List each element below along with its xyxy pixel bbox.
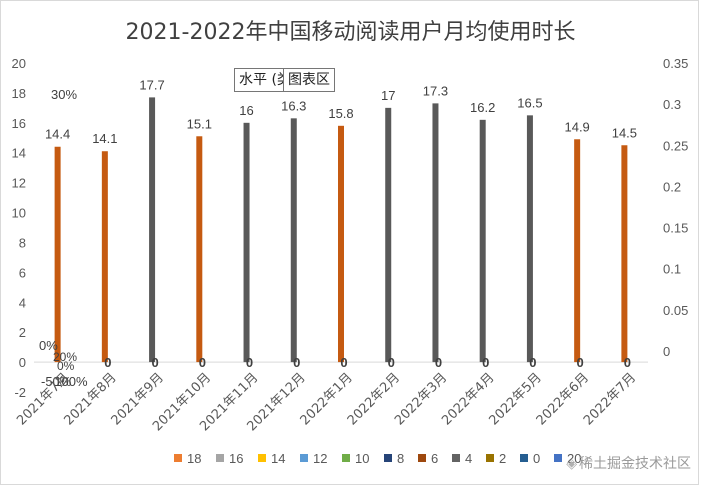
legend-label: 4 (465, 451, 472, 466)
bar-value-label: 16.5 (517, 95, 542, 110)
zero-data-label: 0 (482, 355, 489, 370)
zero-data-label: 0 (293, 355, 300, 370)
y-left-tick-label: 2 (19, 325, 26, 340)
overlap-percent-label: 0% (57, 359, 75, 373)
legend-swatch (520, 454, 528, 462)
legend-swatch (342, 454, 350, 462)
zero-data-label: 0 (529, 355, 536, 370)
zero-data-label: 0 (624, 355, 631, 370)
bar-value-label: 17 (381, 88, 395, 103)
bar (432, 103, 439, 363)
overlap-percent-label: 0% (39, 338, 58, 353)
overlap-percent-label: -50% (41, 374, 72, 389)
bar-value-label: 14.9 (564, 119, 589, 134)
legend-label: 16 (229, 451, 243, 466)
watermark-text: 稀土掘金技术社区 (579, 456, 691, 472)
zero-data-label: 0 (104, 355, 111, 370)
legend-label: 14 (271, 451, 285, 466)
overlap-percent-label: -100% (50, 374, 88, 389)
legend-swatch (418, 454, 426, 462)
overlap-percent-label: 30% (51, 87, 77, 102)
zero-data-label: 0 (577, 355, 584, 370)
y-left-tick-label: -2 (14, 385, 26, 400)
bar (243, 122, 250, 363)
bar (196, 136, 203, 363)
legend-label: 10 (355, 451, 369, 466)
bar-value-label: 16.3 (281, 98, 306, 113)
overlap-percent-label: 20% (53, 350, 77, 364)
bar (101, 151, 108, 363)
y-right-tick-label: 0.05 (663, 303, 688, 318)
bar (621, 145, 628, 363)
bar-value-label: 17.3 (423, 83, 448, 98)
plot-area-tooltip: 图表区 (283, 68, 335, 92)
zero-data-label: 0 (246, 355, 253, 370)
y-left-tick-label: 10 (12, 206, 26, 221)
legend-label: 12 (313, 451, 327, 466)
legend-label: 8 (397, 451, 404, 466)
legend-swatch (174, 454, 182, 462)
bar (574, 139, 581, 363)
y-right-tick-label: 0.3 (663, 97, 681, 112)
bar-value-label: 17.7 (139, 77, 164, 92)
zero-data-label: 0 (340, 355, 347, 370)
legend-label: 6 (431, 451, 438, 466)
y-right-tick-label: 0.35 (663, 56, 688, 71)
legend-swatch (258, 454, 266, 462)
bar-value-label: 15.1 (187, 116, 212, 131)
legend-label: 0 (533, 451, 540, 466)
bar (290, 118, 297, 363)
bar (149, 97, 156, 363)
y-left-tick-label: 16 (12, 116, 26, 131)
y-left-tick-label: 20 (12, 56, 26, 71)
y-right-tick-label: 0.25 (663, 138, 688, 153)
legend-label: 20 (567, 451, 581, 466)
y-left-tick-label: 12 (12, 176, 26, 191)
legend-swatch (216, 454, 224, 462)
legend-swatch (486, 454, 494, 462)
legend-label: 18 (187, 451, 201, 466)
y-right-tick-label: 0.2 (663, 179, 681, 194)
watermark: ◈ 稀土掘金技术社区 (566, 453, 691, 473)
bar-value-label: 16 (239, 103, 253, 118)
legend-label: 2 (499, 451, 506, 466)
y-right-tick-label: 0 (663, 344, 670, 359)
bar (526, 115, 533, 363)
y-left-tick-label: 0 (19, 355, 26, 370)
zero-data-label: 0 (151, 355, 158, 370)
y-left-tick-label: 14 (12, 146, 26, 161)
legend-swatch (452, 454, 460, 462)
legend-swatch (554, 454, 562, 462)
y-left-tick-label: 4 (19, 295, 26, 310)
y-right-tick-label: 0.15 (663, 221, 688, 236)
zero-data-label: 0 (199, 355, 206, 370)
y-left-tick-label: 6 (19, 265, 26, 280)
bar-value-label: 16.2 (470, 100, 495, 115)
y-right-tick-label: 0.1 (663, 262, 681, 277)
bar (54, 146, 61, 363)
y-left-tick-label: 18 (12, 86, 26, 101)
legend-swatch (300, 454, 308, 462)
zero-data-label: 0 (388, 355, 395, 370)
bar-value-label: 14.1 (92, 131, 117, 146)
watermark-logo-icon: ◈ (566, 456, 577, 472)
bar-value-label: 14.5 (612, 125, 637, 140)
y-left-tick-label: 8 (19, 235, 26, 250)
zero-data-label: 0 (435, 355, 442, 370)
bar (385, 107, 392, 363)
chart-title: 2021-2022年中国移动阅读用户月均使用时长 (125, 20, 576, 45)
bar (479, 119, 486, 363)
bar-value-label: 15.8 (328, 106, 353, 121)
legend-swatch (384, 454, 392, 462)
bar (338, 125, 344, 363)
bar-value-label: 14.4 (45, 127, 70, 142)
